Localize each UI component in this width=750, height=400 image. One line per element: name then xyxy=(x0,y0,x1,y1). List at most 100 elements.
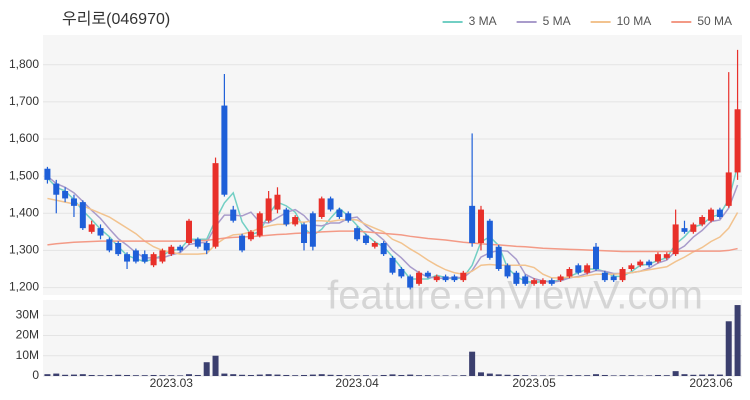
volume-bar xyxy=(247,374,254,376)
y-tick-label: 1,800 xyxy=(9,57,39,71)
volume-bar xyxy=(301,374,308,376)
candle-body xyxy=(124,254,131,262)
candle-body xyxy=(584,265,591,273)
volume-bar xyxy=(124,374,131,376)
volume-bar xyxy=(681,374,688,376)
volume-bar xyxy=(451,375,458,376)
volume-bar xyxy=(203,362,210,376)
volume-bar xyxy=(185,374,192,376)
candle-body xyxy=(212,163,219,247)
volume-bar xyxy=(593,374,600,376)
candle-body xyxy=(575,265,582,273)
y-tick-label: 1,200 xyxy=(9,280,39,294)
volume-bar xyxy=(477,372,484,376)
volume-bar xyxy=(150,374,157,376)
candle-body xyxy=(362,235,369,243)
candle-body xyxy=(327,198,334,210)
candle-body xyxy=(301,224,308,243)
volume-bar xyxy=(531,375,538,376)
candle-body xyxy=(486,220,493,258)
candle-body xyxy=(115,243,122,255)
candle-body xyxy=(318,198,325,217)
volume-bar xyxy=(230,374,237,376)
candle-body xyxy=(239,235,246,251)
volume-bar xyxy=(97,375,104,376)
candle-body xyxy=(230,209,237,221)
candle-body xyxy=(159,250,166,262)
candle-body xyxy=(628,265,635,269)
volume-bar xyxy=(398,374,405,376)
candle-body xyxy=(513,272,520,284)
x-tick-label: 2023.04 xyxy=(335,376,379,390)
candle-body xyxy=(132,250,139,262)
volume-bar xyxy=(646,375,653,376)
volume-bar xyxy=(389,374,396,376)
legend-label: 3 MA xyxy=(469,14,497,28)
candle-body xyxy=(548,280,555,284)
volume-bar xyxy=(239,374,246,376)
volume-bar xyxy=(44,374,51,376)
volume-bar xyxy=(194,374,201,376)
candle-body xyxy=(44,168,51,180)
volume-tick-label: 0 xyxy=(32,368,39,382)
chart-title: 우리로(046970) xyxy=(62,10,170,28)
volume-bar xyxy=(416,375,423,376)
candle-body xyxy=(389,257,396,273)
candle-body xyxy=(495,246,502,269)
volume-bar xyxy=(716,374,723,376)
ma-line xyxy=(47,230,738,253)
x-tick-label: 2023.03 xyxy=(150,376,194,390)
candle-body xyxy=(407,276,414,288)
candle-body xyxy=(601,272,608,281)
candle-body xyxy=(566,269,573,277)
volume-bar xyxy=(486,373,493,376)
candle-body xyxy=(539,280,546,284)
x-tick-label: 2023.05 xyxy=(512,376,556,390)
y-tick-label: 1,500 xyxy=(9,168,39,182)
plot: 1,200 1,300 1,400 1,500 1,600 1,700 1,800 0 10M 2… xyxy=(9,14,741,390)
volume-bar xyxy=(460,375,467,376)
volume-bar xyxy=(690,374,697,376)
candle-body xyxy=(265,198,272,221)
volume-bar xyxy=(88,374,95,376)
volume-bar xyxy=(513,374,520,376)
volume-bar xyxy=(495,374,502,376)
volume-bar xyxy=(212,355,219,376)
volume-tick-label: 30M xyxy=(16,307,39,321)
volume-bar xyxy=(380,374,387,376)
candle-body xyxy=(150,254,157,266)
candle-body xyxy=(725,172,732,206)
volume-bar xyxy=(62,374,69,376)
candle-body xyxy=(734,109,741,173)
volume-bar xyxy=(371,375,378,376)
candle-body xyxy=(194,239,201,247)
volume-bar xyxy=(79,374,86,376)
candle-body xyxy=(177,246,184,251)
candle-body xyxy=(610,276,617,281)
volume-bar xyxy=(539,375,546,376)
volume-bar xyxy=(672,371,679,376)
candle-body xyxy=(371,243,378,247)
candle-body xyxy=(433,276,440,281)
candle-body xyxy=(619,269,626,281)
candle-body xyxy=(336,209,343,217)
candle-body xyxy=(557,276,564,281)
volume-bar xyxy=(654,374,661,376)
candle-body xyxy=(203,243,210,251)
candle-body xyxy=(637,261,644,266)
volume-bar xyxy=(309,374,316,376)
candle-body xyxy=(460,272,467,281)
candle-body xyxy=(283,209,290,225)
volume-bar xyxy=(132,375,139,376)
candle-body xyxy=(593,246,600,269)
candle-body xyxy=(292,217,299,225)
candle-body xyxy=(221,105,228,195)
volume-bar xyxy=(141,375,148,376)
candle-body xyxy=(699,217,706,225)
volume-bar xyxy=(407,374,414,376)
candle-body xyxy=(185,220,192,243)
volume-bar xyxy=(283,374,290,376)
volume-bar xyxy=(265,374,272,376)
volume-bar xyxy=(637,375,644,376)
volume-bar xyxy=(70,374,77,376)
